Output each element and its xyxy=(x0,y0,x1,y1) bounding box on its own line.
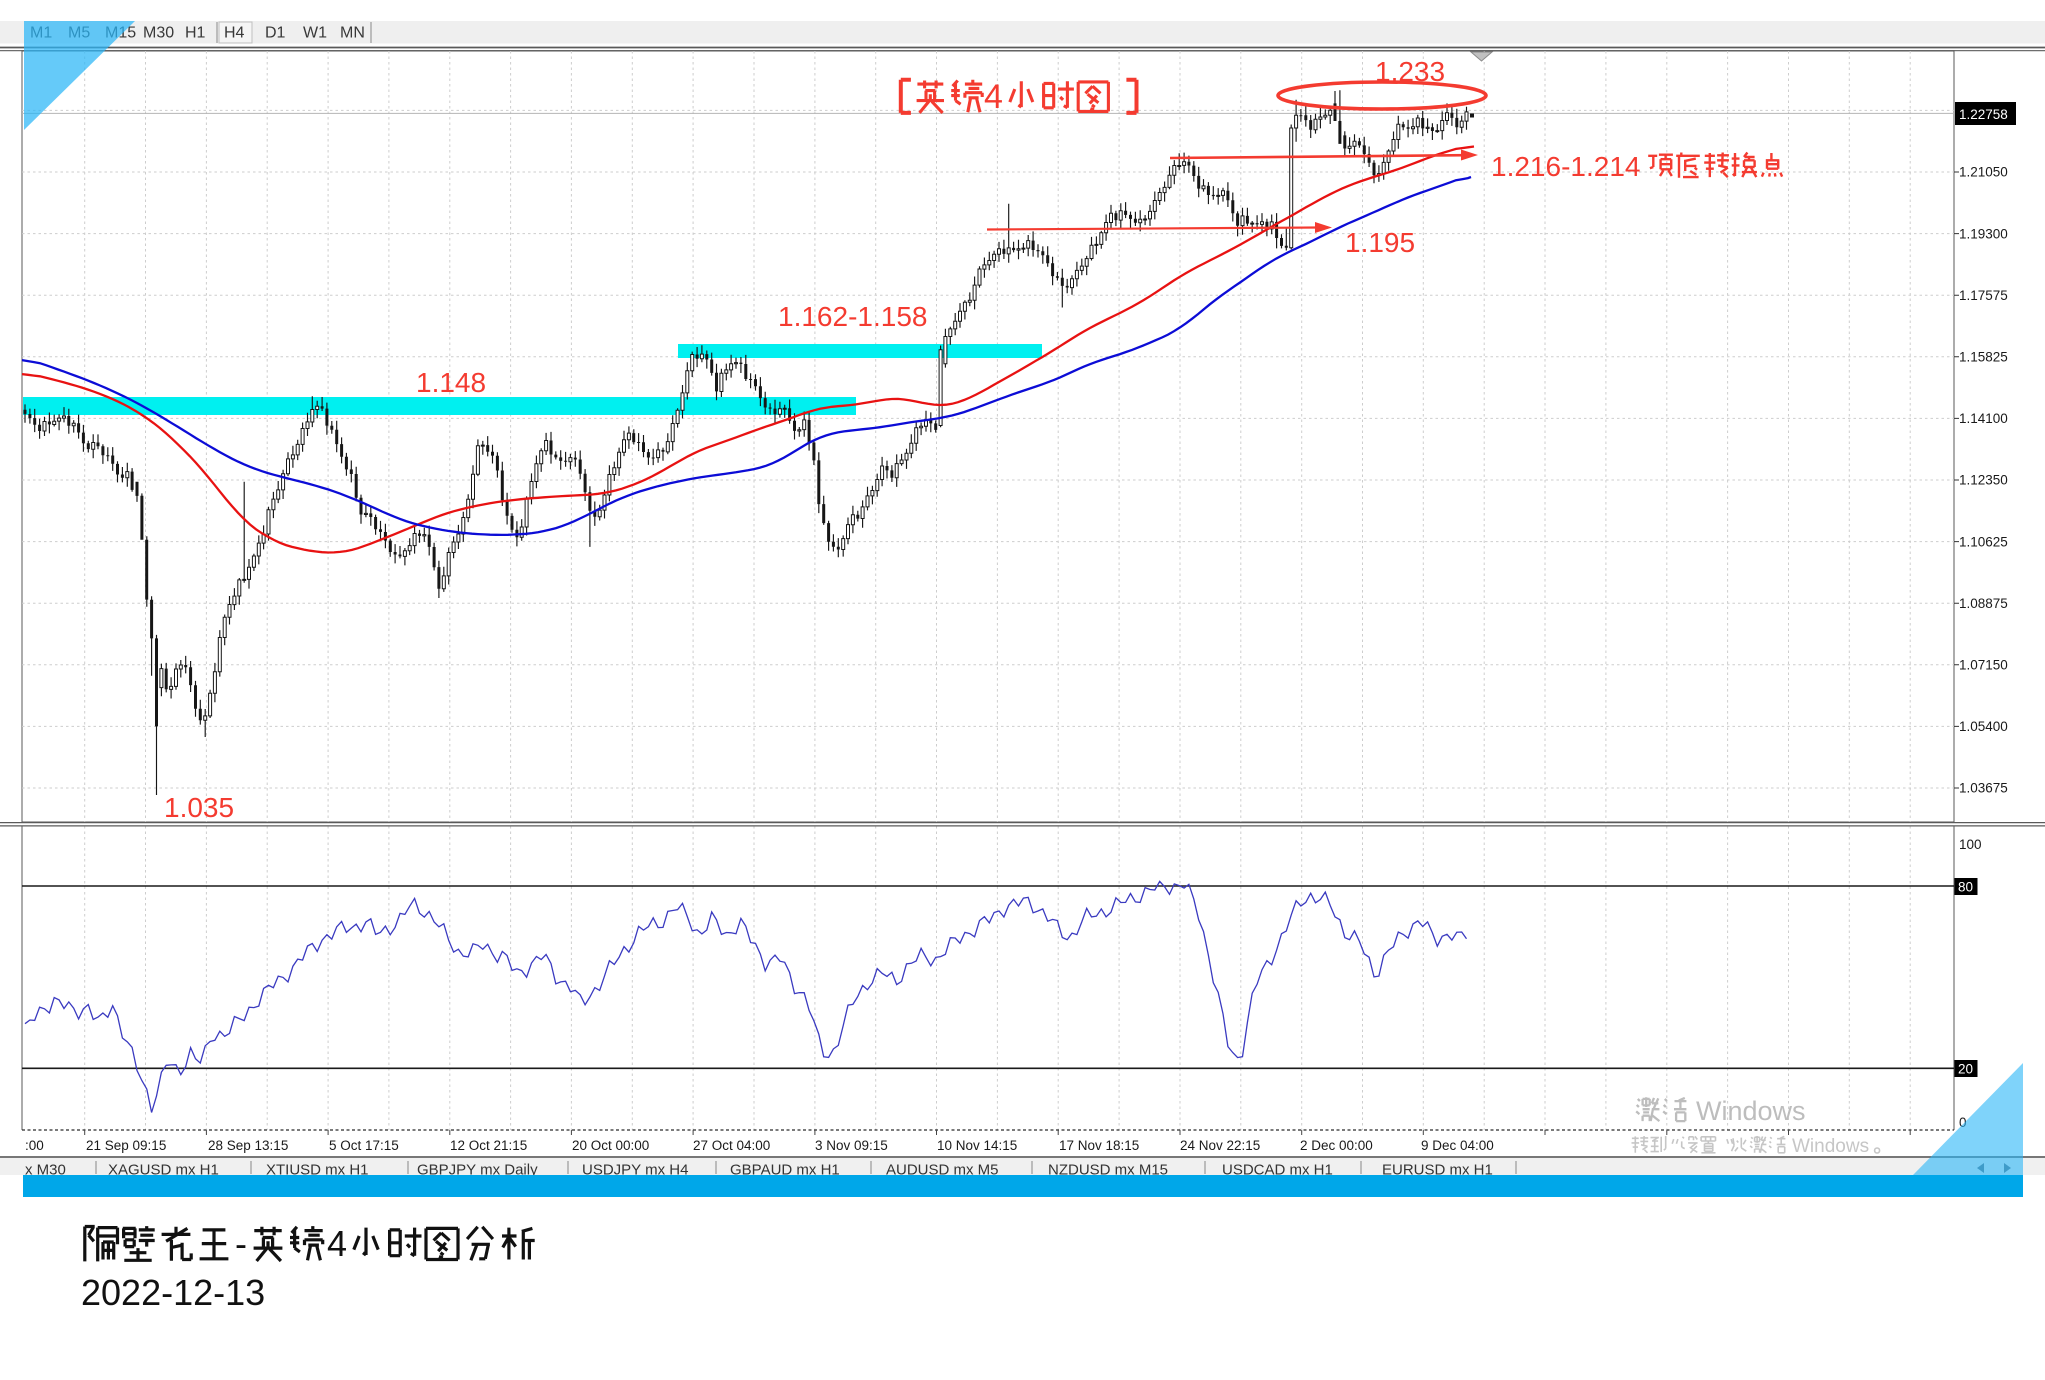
svg-text:1.17575: 1.17575 xyxy=(1959,288,2008,303)
svg-text:1.14100: 1.14100 xyxy=(1959,411,2008,426)
svg-text:H4: H4 xyxy=(224,25,245,42)
svg-text:27 Oct 04:00: 27 Oct 04:00 xyxy=(693,1138,770,1153)
svg-text:1.22758: 1.22758 xyxy=(1959,107,2008,122)
svg-text:1.195: 1.195 xyxy=(1345,227,1415,258)
svg-text:1.035: 1.035 xyxy=(164,792,234,823)
svg-text:GBPAUD mx H1: GBPAUD mx H1 xyxy=(730,1162,840,1179)
svg-text:24 Nov 22:15: 24 Nov 22:15 xyxy=(1180,1138,1260,1153)
svg-text:1.233: 1.233 xyxy=(1375,56,1445,87)
svg-text:80: 80 xyxy=(1958,880,1973,895)
svg-text:EURUSD mx H1: EURUSD mx H1 xyxy=(1382,1162,1493,1179)
svg-text:1.03675: 1.03675 xyxy=(1959,781,2008,796)
svg-text:1.216-1.214: 1.216-1.214 xyxy=(1491,151,1640,182)
svg-text:100: 100 xyxy=(1959,837,1982,852)
svg-text:1.15825: 1.15825 xyxy=(1959,350,2008,365)
svg-text:MN: MN xyxy=(340,25,365,42)
svg-text:1.162-1.158: 1.162-1.158 xyxy=(778,301,927,332)
svg-text:3 Nov 09:15: 3 Nov 09:15 xyxy=(815,1138,888,1153)
svg-text:4: 4 xyxy=(984,78,1003,116)
svg-text:28 Sep 13:15: 28 Sep 13:15 xyxy=(208,1138,288,1153)
svg-text:1.21050: 1.21050 xyxy=(1959,165,2008,180)
svg-text:12 Oct 21:15: 12 Oct 21:15 xyxy=(450,1138,527,1153)
svg-text:17 Nov 18:15: 17 Nov 18:15 xyxy=(1059,1138,1139,1153)
svg-text:1.148: 1.148 xyxy=(416,367,486,398)
svg-text:2 Dec 00:00: 2 Dec 00:00 xyxy=(1300,1138,1373,1153)
svg-text:NZDUSD mx M15: NZDUSD mx M15 xyxy=(1048,1162,1168,1179)
svg-text:Windows: Windows xyxy=(1792,1136,1869,1157)
svg-text:9 Dec 04:00: 9 Dec 04:00 xyxy=(1421,1138,1494,1153)
svg-text:2022-12-13: 2022-12-13 xyxy=(81,1272,265,1313)
svg-text:H1: H1 xyxy=(185,25,206,42)
svg-text:1.07150: 1.07150 xyxy=(1959,658,2008,673)
svg-text:5 Oct 17:15: 5 Oct 17:15 xyxy=(329,1138,399,1153)
svg-text:21 Sep 09:15: 21 Sep 09:15 xyxy=(86,1138,166,1153)
svg-text:10 Nov 14:15: 10 Nov 14:15 xyxy=(937,1138,1017,1153)
svg-text:x M30: x M30 xyxy=(25,1162,66,1179)
svg-text:1.10625: 1.10625 xyxy=(1959,534,2008,549)
svg-text:XAGUSD mx H1: XAGUSD mx H1 xyxy=(108,1162,219,1179)
svg-text:M30: M30 xyxy=(143,25,174,42)
svg-text:USDJPY mx H4: USDJPY mx H4 xyxy=(582,1162,688,1179)
svg-text:0: 0 xyxy=(1959,1115,1967,1130)
svg-text:D1: D1 xyxy=(265,25,286,42)
svg-text:GBPJPY mx Daily: GBPJPY mx Daily xyxy=(417,1162,538,1179)
svg-text:4: 4 xyxy=(327,1223,347,1264)
svg-text:1.05400: 1.05400 xyxy=(1959,719,2008,734)
svg-text:W1: W1 xyxy=(303,25,327,42)
svg-text:USDCAD mx H1: USDCAD mx H1 xyxy=(1222,1162,1333,1179)
svg-text::00: :00 xyxy=(25,1138,44,1153)
svg-text:Windows: Windows xyxy=(1696,1096,1806,1126)
svg-text:1.19300: 1.19300 xyxy=(1959,226,2008,241)
svg-text:1.08875: 1.08875 xyxy=(1959,596,2008,611)
svg-text:20 Oct 00:00: 20 Oct 00:00 xyxy=(572,1138,649,1153)
svg-text:20: 20 xyxy=(1958,1062,1973,1077)
svg-text:XTIUSD mx H1: XTIUSD mx H1 xyxy=(266,1162,369,1179)
svg-text:1.12350: 1.12350 xyxy=(1959,473,2008,488)
svg-text:AUDUSD mx M5: AUDUSD mx M5 xyxy=(886,1162,999,1179)
svg-text:-: - xyxy=(235,1223,247,1264)
